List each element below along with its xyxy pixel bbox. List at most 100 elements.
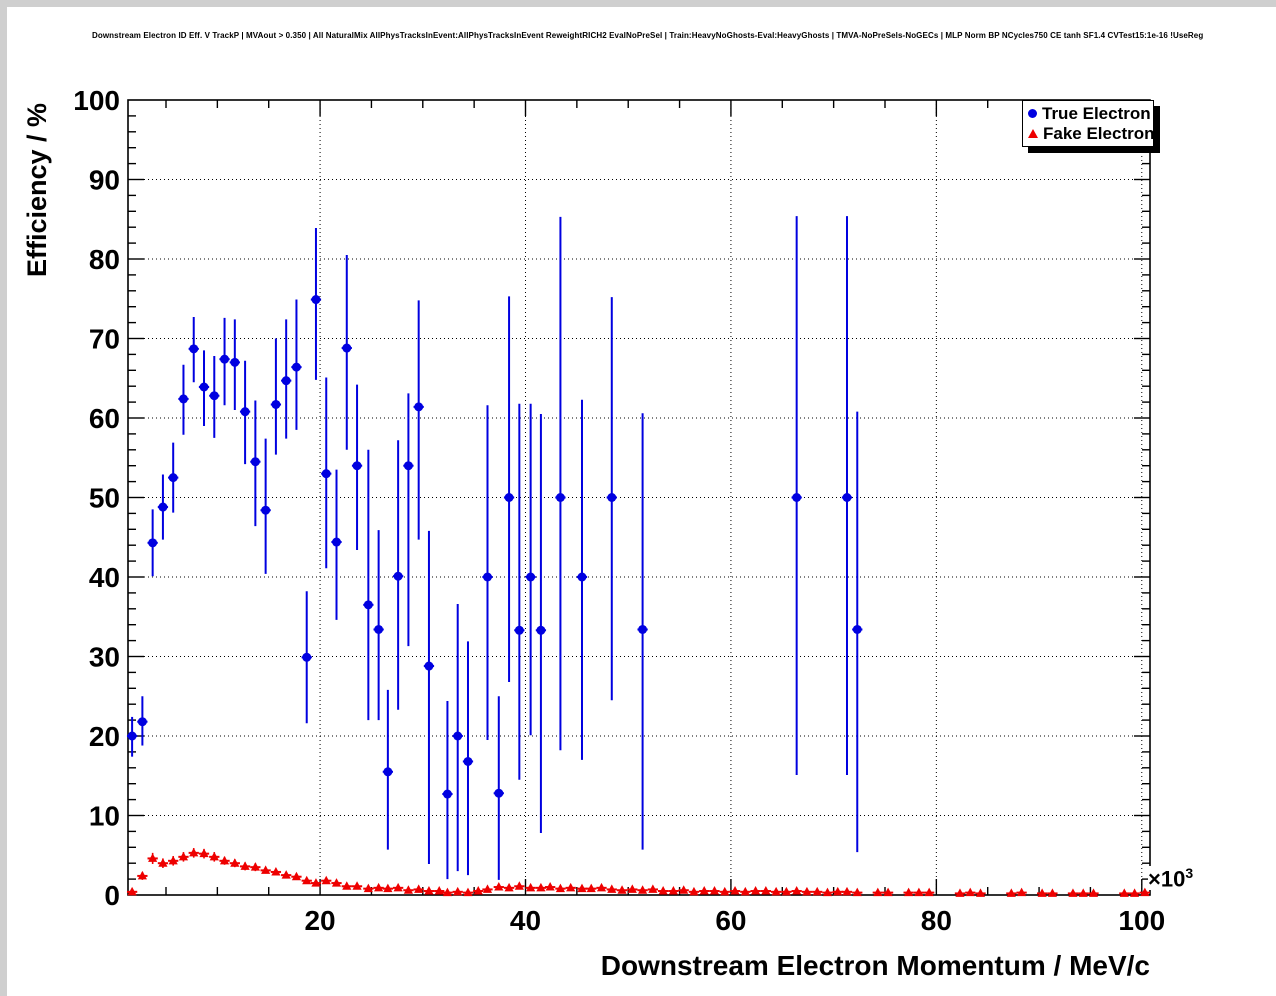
fake-electron-point <box>250 862 260 871</box>
fake-electron-point <box>219 855 230 865</box>
fake-electron-point <box>482 884 493 893</box>
fake-electron-point <box>281 870 291 879</box>
fake-electron-point <box>199 848 209 858</box>
fake-electron-point <box>1119 888 1129 897</box>
fake-electron-point <box>852 887 862 897</box>
fake-electron-point <box>352 881 362 890</box>
y-tick-label: 70 <box>89 324 120 355</box>
fake-electron-point <box>720 886 730 896</box>
fake-electron-point <box>658 886 668 895</box>
true-electron-point <box>363 600 373 610</box>
true-electron-point <box>342 343 352 353</box>
red-triangle-marker-icon <box>1028 129 1038 139</box>
legend-entry-true-electron: True Electron <box>1028 105 1151 122</box>
fake-electron-point <box>730 886 740 895</box>
fake-electron-point <box>1140 887 1150 897</box>
true-electron-point <box>504 493 514 502</box>
fake-electron-point <box>209 851 219 861</box>
fake-electron-point <box>873 887 883 897</box>
true-electron-point <box>321 469 331 479</box>
true-electron-point <box>453 731 463 741</box>
true-electron-point <box>352 461 362 471</box>
true-electron-point <box>271 399 281 409</box>
true-electron-point <box>189 344 199 354</box>
fake-electron-point <box>342 881 352 890</box>
fake-electron-point <box>393 882 403 892</box>
y-tick-label: 80 <box>89 244 120 275</box>
fake-electron-point <box>311 878 321 887</box>
fake-electron-point <box>545 882 555 891</box>
fake-electron-point <box>1078 888 1088 897</box>
fake-electron-point <box>812 886 822 896</box>
true-electron-point <box>178 394 188 404</box>
fake-electron-point <box>414 884 424 893</box>
fake-electron-point <box>607 884 617 893</box>
series-true-electron <box>126 216 863 880</box>
true-electron-point <box>158 502 168 512</box>
true-electron-point <box>792 493 802 502</box>
fake-electron-point <box>463 887 473 897</box>
fake-electron-point <box>514 881 524 890</box>
fake-electron-point <box>424 886 434 895</box>
true-electron-point <box>302 652 312 662</box>
fake-electron-point <box>1006 888 1016 897</box>
fake-electron-point <box>914 887 924 897</box>
fake-electron-point <box>955 888 965 897</box>
canvas-border-top <box>0 0 1276 7</box>
fake-electron-point <box>271 866 281 876</box>
fake-electron-point <box>374 882 384 892</box>
fake-electron-point <box>586 883 596 893</box>
true-electron-point <box>414 402 424 412</box>
y-tick-label: 50 <box>89 483 120 514</box>
fake-electron-point <box>709 886 720 895</box>
true-electron-point <box>137 717 147 727</box>
fake-electron-point <box>526 882 536 892</box>
y-tick-label: 20 <box>89 721 120 752</box>
fake-electron-point <box>566 882 576 892</box>
fake-electron-point <box>924 887 934 897</box>
fake-electron-point <box>1068 888 1078 897</box>
fake-electron-point <box>771 886 781 896</box>
fake-electron-point <box>403 885 414 894</box>
fake-electron-point <box>555 883 566 893</box>
y-tick-label: 10 <box>89 801 120 832</box>
true-electron-point <box>199 382 209 392</box>
axis-titles: Downstream Electron Momentum / MeV/c Effi… <box>22 103 1150 981</box>
x-axis-exponent: ×103 <box>1148 866 1194 892</box>
true-electron-point <box>291 362 301 372</box>
blue-circle-marker-icon <box>1028 108 1037 118</box>
x-tick-label: 20 <box>304 905 335 936</box>
true-electron-point <box>311 295 321 305</box>
fake-electron-point <box>494 882 504 891</box>
fake-electron-point <box>596 882 607 892</box>
true-electron-point <box>261 505 271 515</box>
x-tick-labels: 20 40 60 80 100 <box>304 905 1165 936</box>
true-electron-point <box>148 538 158 548</box>
y-tick-label: 90 <box>89 165 120 196</box>
true-electron-point <box>374 624 384 634</box>
y-axis-title: Efficiency / % <box>22 103 52 277</box>
fake-electron-point <box>781 886 791 896</box>
x-axis-exponent-base: ×10 <box>1148 866 1186 892</box>
fake-electron-point <box>689 886 699 896</box>
true-electron-point <box>230 357 240 367</box>
series-fake-electron <box>126 847 1150 897</box>
true-electron-point <box>607 493 617 502</box>
fake-electron-point <box>168 855 178 865</box>
fake-electron-point <box>321 875 331 885</box>
true-electron-point <box>852 624 862 634</box>
true-electron-point <box>281 376 291 386</box>
fake-electron-point <box>648 884 658 893</box>
true-electron-point <box>638 624 648 634</box>
fake-electron-point <box>1129 888 1140 897</box>
fake-electron-point <box>1047 888 1058 897</box>
y-tick-label: 30 <box>89 642 120 673</box>
fake-electron-point <box>577 883 587 893</box>
true-electron-point <box>127 731 137 741</box>
fake-electron-point <box>442 887 453 897</box>
fake-electron-point <box>434 886 444 895</box>
y-tick-label: 100 <box>73 85 120 116</box>
legend-label: True Electron <box>1042 103 1151 123</box>
legend-entry-fake-electron: Fake Electron <box>1028 125 1155 142</box>
